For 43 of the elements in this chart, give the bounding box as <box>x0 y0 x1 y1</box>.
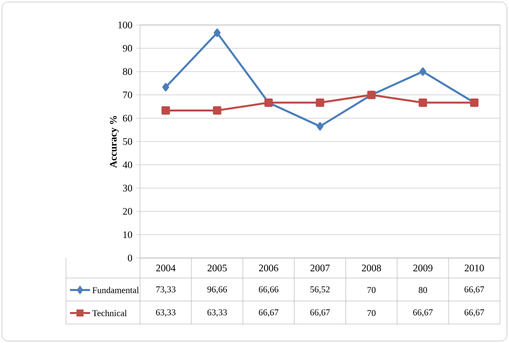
y-tick-label: 20 <box>122 208 132 215</box>
y-tick-label: 100 <box>118 22 132 28</box>
legend-label: Technical <box>92 310 127 316</box>
x-tick-label: 2010 <box>464 264 484 272</box>
data-label: 70 <box>368 286 376 294</box>
point <box>419 67 426 76</box>
data-label: 66,67 <box>464 309 484 317</box>
point <box>162 82 170 92</box>
data-label: 63,33 <box>207 309 227 317</box>
point <box>418 98 428 107</box>
y-tick-label: 50 <box>123 138 132 145</box>
point <box>212 106 222 115</box>
x-tick-label: 2005 <box>208 264 227 272</box>
x-tick-label: 2006 <box>259 264 278 272</box>
y-tick-label: 70 <box>123 92 132 98</box>
data-label: 80 <box>418 286 427 294</box>
data-label: 63,33 <box>156 309 176 317</box>
data-label: 66,66 <box>258 286 278 294</box>
point <box>316 122 324 131</box>
data-label: 70 <box>368 310 376 316</box>
y-tick-label: 90 <box>122 44 132 52</box>
data-label: 66,67 <box>258 309 278 317</box>
y-tick-label: 0 <box>128 254 132 262</box>
data-label: 96,66 <box>207 286 227 294</box>
data-label: 56,52 <box>310 286 330 294</box>
x-tick-label: 2008 <box>362 264 382 272</box>
data-label: 66,67 <box>464 286 484 294</box>
point <box>316 98 324 107</box>
x-tick-label: 2004 <box>156 264 176 272</box>
data-label: 73,33 <box>156 286 176 294</box>
x-tick-label: 2007 <box>310 264 330 272</box>
data-label: 66,67 <box>310 309 330 317</box>
y-tick-label: 10 <box>123 231 132 238</box>
y-axis-title: Accuracy % <box>110 116 119 168</box>
x-tick-label: 2009 <box>413 264 432 272</box>
point <box>162 106 170 115</box>
y-tick-label: 60 <box>122 114 132 122</box>
point <box>214 28 221 37</box>
data-label: 66,67 <box>413 309 433 317</box>
y-tick-label: 40 <box>122 161 132 168</box>
y-tick-label: 80 <box>122 68 132 75</box>
legend-label: Fundamental <box>92 286 139 294</box>
y-tick-label: 30 <box>123 184 132 192</box>
